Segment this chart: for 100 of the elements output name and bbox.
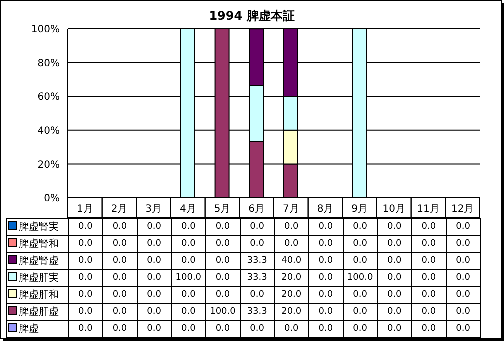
data-label: 0.0 <box>102 252 138 270</box>
data-label: 20.0 <box>274 286 309 304</box>
data-label: 0.0 <box>206 286 240 304</box>
legend-label: 脾虚肝虚 <box>19 307 59 318</box>
x-tick-label: 11月 <box>417 204 440 215</box>
data-label: 0.0 <box>446 236 480 252</box>
data-label: 33.3 <box>240 270 274 286</box>
legend-label: 脾虚腎和 <box>19 239 59 250</box>
legend-label: 脾虚肝実 <box>19 273 59 284</box>
data-label: 0.0 <box>137 270 172 286</box>
data-label: 0.0 <box>377 286 412 304</box>
data-label: 0.0 <box>137 320 172 338</box>
data-label: 0.0 <box>206 252 240 270</box>
data-label: 0.0 <box>240 236 274 252</box>
data-label: 0.0 <box>377 270 412 286</box>
data-label: 0.0 <box>308 320 344 338</box>
legend-label: 脾虚肝和 <box>19 290 59 301</box>
data-label: 0.0 <box>102 236 138 252</box>
data-label: 40.0 <box>274 252 309 270</box>
data-label: 0.0 <box>308 270 344 286</box>
x-tick-label: 12月 <box>451 204 474 215</box>
data-label: 0.0 <box>171 218 206 236</box>
data-label: 0.0 <box>206 320 240 338</box>
data-label: 0.0 <box>412 236 446 252</box>
data-label: 0.0 <box>171 286 206 304</box>
data-label: 0.0 <box>171 236 206 252</box>
x-tick-label: 10月 <box>382 204 406 215</box>
legend-label: 脾虚 <box>19 324 39 335</box>
data-label: 0.0 <box>171 304 206 320</box>
data-label: 0.0 <box>102 304 138 320</box>
data-label: 0.0 <box>308 304 344 320</box>
data-label: 0.0 <box>68 236 103 252</box>
data-label: 0.0 <box>308 218 344 236</box>
data-label: 0.0 <box>446 286 480 304</box>
data-label: 0.0 <box>308 252 344 270</box>
data-label: 0.0 <box>308 286 344 304</box>
data-label: 0.0 <box>343 218 378 236</box>
data-label: 0.0 <box>343 252 378 270</box>
data-label: 0.0 <box>137 304 172 320</box>
x-tick-label: 3月 <box>146 204 162 215</box>
data-label: 0.0 <box>446 270 480 286</box>
data-label: 0.0 <box>446 304 480 320</box>
data-label: 0.0 <box>308 236 344 252</box>
data-label: 0.0 <box>412 270 446 286</box>
y-tick-label: 100% <box>31 24 60 36</box>
data-label: 100.0 <box>171 270 206 286</box>
y-tick-label: 20% <box>38 160 60 171</box>
data-label: 0.0 <box>377 218 412 236</box>
data-label: 0.0 <box>343 236 378 252</box>
data-label: 0.0 <box>412 286 446 304</box>
data-label: 0.0 <box>274 236 309 252</box>
data-label: 0.0 <box>412 320 446 338</box>
data-label: 0.0 <box>412 252 446 270</box>
data-label: 0.0 <box>68 320 103 338</box>
data-label: 0.0 <box>171 252 206 270</box>
data-label: 0.0 <box>206 270 240 286</box>
data-label: 0.0 <box>206 236 240 252</box>
data-label: 0.0 <box>446 320 480 338</box>
y-tick-label: 40% <box>38 126 60 137</box>
data-label: 0.0 <box>102 320 138 338</box>
data-label: 0.0 <box>377 320 412 338</box>
data-label: 0.0 <box>68 270 103 286</box>
x-tick-label: 5月 <box>214 204 231 215</box>
data-label: 0.0 <box>446 218 480 236</box>
data-label: 0.0 <box>343 320 378 338</box>
data-label: 0.0 <box>412 218 446 236</box>
data-label: 0.0 <box>274 320 309 338</box>
data-label: 33.3 <box>240 304 274 320</box>
y-tick-label: 60% <box>38 92 60 104</box>
data-label: 0.0 <box>137 218 172 236</box>
data-label: 0.0 <box>102 218 138 236</box>
data-label: 0.0 <box>412 304 446 320</box>
x-tick-label: 8月 <box>317 204 334 215</box>
data-label: 33.3 <box>240 252 274 270</box>
x-tick-label: 9月 <box>352 204 368 215</box>
data-label: 0.0 <box>68 218 103 236</box>
data-label: 0.0 <box>274 218 309 236</box>
data-label: 0.0 <box>343 286 378 304</box>
data-label: 0.0 <box>137 286 172 304</box>
x-tick-label: 4月 <box>180 204 196 215</box>
data-label: 0.0 <box>343 304 378 320</box>
data-label: 0.0 <box>171 320 206 338</box>
data-label: 20.0 <box>274 270 309 286</box>
y-tick-label: 80% <box>38 58 60 70</box>
y-tick-label: 0% <box>44 194 60 205</box>
legend-label: 脾虚腎実 <box>19 222 59 233</box>
data-label: 0.0 <box>137 252 172 270</box>
x-tick-label: 7月 <box>282 204 300 215</box>
data-label: 100.0 <box>206 304 240 320</box>
data-label: 0.0 <box>68 304 103 320</box>
data-label: 0.0 <box>240 286 274 304</box>
data-label: 0.0 <box>446 252 480 270</box>
x-tick-label: 2月 <box>111 204 128 215</box>
data-label: 0.0 <box>68 286 103 304</box>
data-label: 0.0 <box>102 286 138 304</box>
data-label: 0.0 <box>240 320 274 338</box>
data-label: 20.0 <box>274 304 309 320</box>
data-label: 0.0 <box>206 218 240 236</box>
legend-label: 脾虚腎虚 <box>19 256 59 267</box>
chart-title: 1994 脾虚本証 <box>208 8 296 25</box>
